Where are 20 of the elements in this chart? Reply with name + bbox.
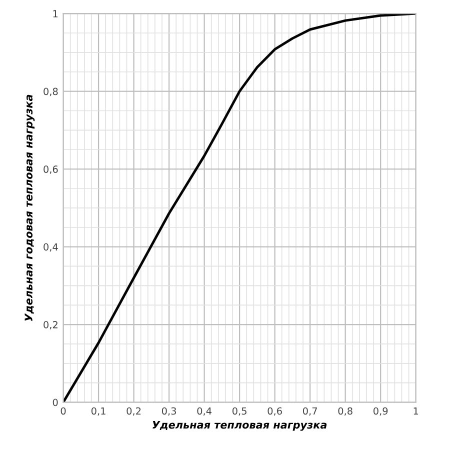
x-tick-label: 0,4 [197, 407, 212, 416]
x-tick-label: 0,6 [268, 407, 282, 416]
y-tick-label: 0,8 [44, 88, 58, 96]
x-axis-title: Удельная тепловая нагрузка [152, 420, 327, 431]
y-tick-label: 0,2 [44, 321, 58, 330]
x-tick-label: 0,3 [162, 407, 176, 416]
x-tick-label: 0,1 [91, 407, 106, 416]
x-tick-label: 0,2 [126, 407, 141, 416]
y-tick-label: 0,4 [44, 243, 58, 252]
x-tick-label: 0,9 [373, 407, 388, 416]
x-tick-label: 1 [414, 407, 418, 415]
x-tick-label: 0,7 [302, 407, 317, 416]
x-tick-label: 0,8 [338, 407, 352, 416]
y-tick-label: 0,6 [44, 166, 58, 174]
line-series [63, 14, 416, 402]
y-axis-title: Удельная годовая тепловая нагрузка [24, 94, 35, 321]
y-tick-label: 0 [52, 398, 58, 406]
x-tick-label: 0,5 [232, 407, 246, 416]
x-tick-label: 0 [60, 407, 66, 415]
y-tick-label: 1 [53, 10, 58, 18]
